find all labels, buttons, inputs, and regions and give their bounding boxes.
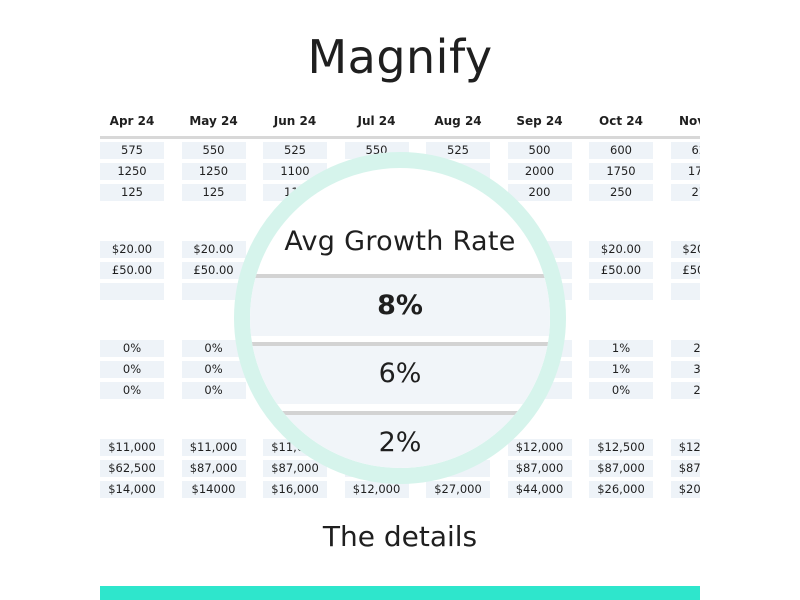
month-header: Apr 24: [109, 114, 155, 128]
table-cell: 125: [181, 184, 246, 201]
month-header: Nov 24: [679, 114, 700, 128]
table-cell: $11,000: [100, 439, 164, 456]
table-cell: [100, 283, 164, 300]
month-header: Jul 24: [357, 114, 396, 128]
table-cell: 0%: [100, 340, 164, 357]
table-cell: $87,000: [589, 460, 653, 477]
table-cell: 1750: [589, 163, 653, 180]
table-cell: 625: [670, 142, 700, 159]
table-cell: 1750: [670, 163, 700, 180]
month-header: May 24: [189, 114, 238, 128]
table-cell: 525: [426, 142, 490, 159]
month-header: Oct 24: [599, 114, 643, 128]
table-cell: £50.00: [670, 262, 700, 279]
page-title: Magnify: [307, 30, 493, 84]
header-divider: [100, 136, 700, 139]
table-cell: 1100: [263, 163, 327, 180]
table-cell: [670, 283, 700, 300]
table-cell: $12,000: [344, 481, 409, 498]
table-cell: $14000: [181, 481, 246, 498]
table-cell: $87,000: [670, 460, 700, 477]
table-cell: 600: [589, 142, 653, 159]
table-cell: 125: [100, 184, 164, 201]
magnifier-title: Avg Growth Rate: [284, 226, 516, 257]
accent-bar: [100, 586, 700, 600]
table-cell: 2%: [670, 382, 700, 399]
table-cell: 3%: [670, 361, 700, 378]
table-cell: $27,000: [426, 481, 490, 498]
magnifier-value-row: 8%: [250, 274, 550, 336]
table-cell: $87,000: [181, 460, 246, 477]
table-cell: 1%: [589, 361, 653, 378]
table-cell: 0%: [181, 361, 246, 378]
table-cell: $12,500: [670, 439, 700, 456]
table-cell: $16,000: [263, 481, 327, 498]
table-cell: $20.00: [589, 241, 653, 258]
table-cell: 2000: [507, 163, 572, 180]
table-cell: £50.00: [589, 262, 653, 279]
table-cell: $20,000: [670, 481, 700, 498]
table-cell: [589, 283, 653, 300]
table-cell: 200: [507, 184, 572, 201]
table-cell: $26,000: [589, 481, 653, 498]
table-cell: £50.00: [100, 262, 164, 279]
table-cell: 2%: [670, 340, 700, 357]
table-cell: £50.00: [181, 262, 246, 279]
table-cell: $11,000: [181, 439, 246, 456]
table-cell: 1%: [589, 340, 653, 357]
table-cell: 500: [507, 142, 572, 159]
month-header: Jun 24: [273, 114, 317, 128]
table-cell: 525: [263, 142, 327, 159]
table-cell: 575: [100, 142, 164, 159]
table-cell: $14,000: [100, 481, 164, 498]
table-cell: [181, 283, 246, 300]
table-cell: 1250: [181, 163, 246, 180]
table-cell: $62,500: [100, 460, 164, 477]
magnifier-content: Avg Growth Rate 8% 6% 2%: [250, 168, 550, 468]
table-cell: 550: [181, 142, 246, 159]
table-cell: 0%: [181, 382, 246, 399]
table-cell: 1250: [100, 163, 164, 180]
table-cell: 0%: [100, 382, 164, 399]
table-cell: 275: [670, 184, 700, 201]
table-cell: $12,500: [589, 439, 653, 456]
table-cell: 250: [589, 184, 653, 201]
table-cell: $20.00: [181, 241, 246, 258]
table-cell: $20.00: [100, 241, 164, 258]
magnifier-value-row: 2%: [250, 411, 550, 468]
month-header: Sep 24: [516, 114, 563, 128]
table-cell: 0%: [589, 382, 653, 399]
table-cell: 0%: [181, 340, 246, 357]
details-heading: The details: [322, 520, 478, 553]
table-cell: $44,000: [507, 481, 572, 498]
magnifier-lens[interactable]: Avg Growth Rate 8% 6% 2%: [234, 152, 566, 484]
table-cell: $20.00: [670, 241, 700, 258]
magnifier-value-row: 6%: [250, 342, 550, 404]
table-cell: 0%: [100, 361, 164, 378]
month-header: Aug 24: [434, 114, 482, 128]
